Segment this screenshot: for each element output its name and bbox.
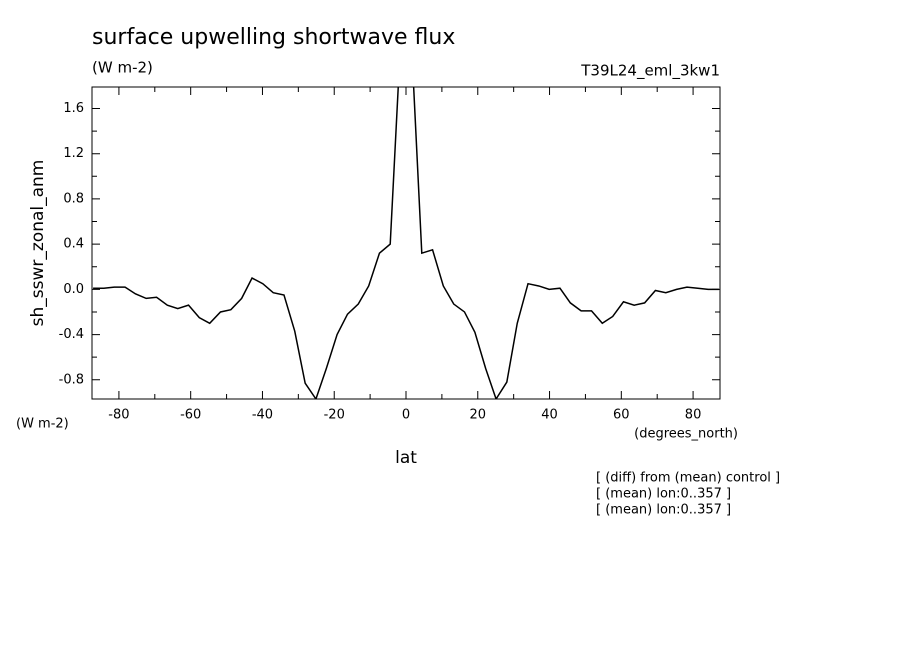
x-tick-label: 80 xyxy=(685,408,702,423)
note: [ (diff) from (mean) control ] xyxy=(596,471,780,486)
note: [ (mean) lon:0..357 ] xyxy=(596,503,731,518)
chart-subtitle: (W m-2) xyxy=(92,59,153,77)
y-tick-label: 0.4 xyxy=(63,237,84,252)
y-tick-label: -0.8 xyxy=(59,372,84,387)
y-tick-label: 0.0 xyxy=(63,282,84,297)
y-tick-label: 1.6 xyxy=(63,101,84,116)
chart-title: surface upwelling shortwave flux xyxy=(92,25,455,50)
x-tick-label: 0 xyxy=(402,408,410,423)
x-tick-label: -60 xyxy=(180,408,201,423)
note: [ (mean) lon:0..357 ] xyxy=(596,487,731,502)
y-tick-label: -0.4 xyxy=(59,327,84,342)
y-axis-label: sh_sswr_zonal_anm xyxy=(28,160,48,327)
x-tick-label: -80 xyxy=(108,408,129,423)
x-tick-label: -20 xyxy=(324,408,345,423)
x-units: (degrees_north) xyxy=(634,427,738,442)
data-line xyxy=(93,87,719,399)
x-tick-label: 20 xyxy=(469,408,486,423)
y-tick-label: 0.8 xyxy=(63,191,84,206)
x-axis-label: lat xyxy=(395,448,417,468)
y-tick-label: 1.2 xyxy=(63,146,84,161)
x-tick-label: 40 xyxy=(541,408,558,423)
plot-frame xyxy=(91,86,721,400)
x-tick-label: -40 xyxy=(252,408,273,423)
dataset-label: T39L24_eml_3kw1 xyxy=(580,62,720,81)
y-units: (W m-2) xyxy=(16,417,69,432)
x-tick-label: 60 xyxy=(613,408,630,423)
